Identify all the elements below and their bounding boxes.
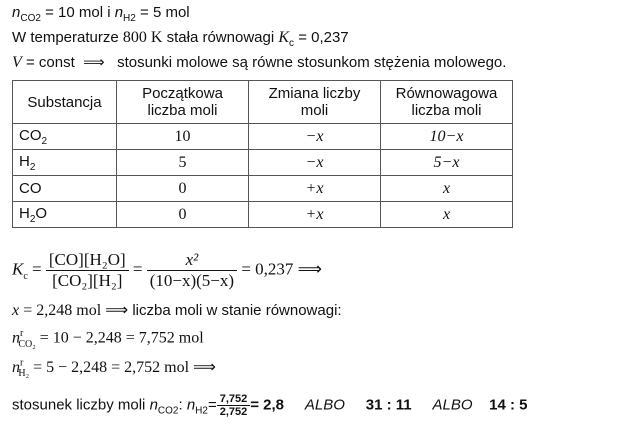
text: 2,752 [219, 406, 248, 418]
text: = 10 − 2,248 = 7,752 mol [39, 329, 204, 347]
text: −x [248, 149, 381, 176]
text: = 2,8 [250, 396, 285, 414]
table-row: H2O 0 +x x [12, 201, 513, 228]
text: (10−x)(5−x) [149, 271, 235, 290]
text: CO2 [157, 405, 179, 417]
text: = 5 − 2,248 = 2,752 mol ⟹ [33, 359, 216, 376]
table-cell: H2 [12, 149, 117, 176]
text: H [19, 204, 30, 222]
text: r [20, 357, 24, 369]
text: = 5 mol [140, 4, 190, 21]
text: W temperaturze [12, 29, 119, 46]
table-cell: H2O [12, 201, 117, 228]
text: r [20, 328, 24, 339]
text: = const ⟹ stosunki molowe są równe stosu… [25, 54, 507, 71]
text: stała równowagi [166, 29, 275, 46]
text: 14 : 5 [489, 396, 528, 414]
kc-equation: Kc = [CO][H₂O] [CO₂][H₂] = x² (10−x)(5−x) … [12, 250, 323, 290]
text: = 2,248 mol ⟹ [23, 302, 129, 319]
text: 31 : 11 [365, 396, 412, 414]
text: CO [19, 180, 42, 197]
text: 5−x [380, 149, 513, 176]
text: [CO][H₂O] [45, 250, 129, 271]
table-cell: CO [12, 175, 117, 202]
text: Początkowa liczba moli [116, 80, 249, 124]
text: n [12, 329, 20, 347]
text: 10 [116, 123, 249, 150]
n-co2-eq: nrCO₂ = 10 − 2,248 = 7,752 mol [12, 328, 204, 350]
table-row: CO 0 +x x [12, 175, 513, 202]
x-result: x = 2,248 mol ⟹ liczba moli w stanie rów… [12, 300, 342, 320]
text: 0 [116, 201, 249, 228]
text: 2 [29, 213, 36, 225]
text: = [207, 396, 217, 414]
text: x [380, 175, 513, 202]
text: 0 [116, 175, 249, 202]
text: x [12, 302, 20, 319]
equilibrium-constant-line: W temperaturze 800 K stała równowagi Kc … [12, 29, 349, 49]
text: : [178, 396, 183, 414]
text: CO₂ [18, 338, 36, 350]
text: O [35, 204, 48, 222]
mole-ratio: stosunek liczby moli nCO2: nH2= 7,752 2,75… [12, 393, 528, 418]
text: ALBO [432, 396, 473, 414]
table-header: Substancja Początkowa liczba moli Zmiana… [12, 80, 513, 124]
text: c [23, 270, 28, 282]
text: CO [19, 126, 42, 144]
text: 2 [29, 161, 36, 173]
table-cell: CO2 [12, 123, 117, 150]
text: Substancja [12, 80, 117, 124]
text: CO2 [20, 13, 41, 24]
text: +x [248, 175, 381, 202]
text: = 10 mol i [45, 4, 111, 21]
text: H [19, 152, 30, 170]
volume-const-line: V = const ⟹ stosunki molowe są równe sto… [12, 53, 506, 72]
text: x² [146, 250, 238, 271]
text: +x [248, 201, 381, 228]
text: = 0,237 ⟹ [241, 259, 323, 279]
text: n [149, 396, 158, 414]
text: 2 [41, 135, 48, 147]
text: Zmiana liczby moli [248, 80, 381, 124]
text: stosunek liczby moli [12, 396, 146, 414]
text: V [12, 54, 22, 71]
text: n [186, 396, 196, 414]
text: H2 [195, 405, 208, 417]
text: 800 K [122, 29, 163, 46]
table-row: CO2 10 −x 10−x [12, 123, 513, 150]
ice-table: Substancja Początkowa liczba moli Zmiana… [12, 80, 513, 228]
text: n [114, 4, 124, 21]
table-row: H2 5 −x 5−x [12, 149, 513, 176]
text: 5 [116, 149, 249, 176]
text: c [289, 38, 295, 49]
n-h2-eq: nrH₂ = 5 − 2,248 = 2,752 mol ⟹ [12, 357, 216, 380]
text: H₂ [18, 368, 30, 380]
text: K [278, 29, 290, 46]
text: ALBO [304, 396, 345, 414]
text: [CO₂][H₂] [52, 271, 123, 290]
text: K [12, 259, 24, 279]
text: x [380, 201, 513, 228]
text: 7,752 [216, 393, 251, 406]
text: Równowagowa liczba moli [380, 80, 513, 124]
text: −x [248, 123, 381, 150]
text: n [12, 359, 20, 376]
text: liczba moli w stanie równowagi: [132, 302, 342, 319]
given-amounts: nCO2 = 10 mol i nH2 = 5 mol [12, 4, 190, 24]
text: H2 [123, 13, 136, 24]
text: n [12, 4, 21, 21]
text: 10−x [380, 123, 513, 150]
text: = 0,237 [298, 29, 349, 46]
